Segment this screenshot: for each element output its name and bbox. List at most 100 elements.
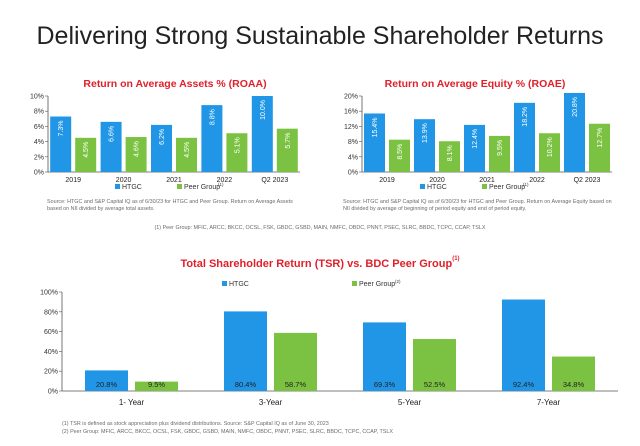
roae-data-label: 12.4%	[472, 129, 479, 149]
roaa-data-label: 7.3%	[58, 121, 65, 137]
roae-data-label: 18.2%	[522, 107, 529, 127]
roaa-legend-htgc-swatch	[115, 184, 120, 189]
roae-legend-peer-superscript: (1)	[523, 182, 529, 187]
tsr-y-tick-label: 100%	[40, 290, 58, 297]
roae-legend-peer-swatch	[482, 184, 487, 189]
roae-bar-htgc	[464, 124, 485, 172]
roaa-legend-peer-swatch	[177, 184, 182, 189]
tsr-data-label: 92.4%	[513, 380, 535, 389]
roae-bar-htgc	[564, 92, 585, 172]
tsr-y-tick-label: 60%	[44, 329, 58, 336]
tsr-data-label: 69.3%	[374, 380, 396, 389]
tsr-data-label: 58.7%	[285, 380, 307, 389]
roae-data-label: 8.5%	[397, 144, 404, 160]
tsr-bar-htgc	[224, 311, 267, 391]
roaa-y-tick-label: 4%	[34, 139, 44, 146]
roae-data-label: 20.8%	[572, 97, 579, 117]
roaa-bar-peer	[176, 137, 197, 172]
tsr-data-label: 52.5%	[424, 380, 446, 389]
roae-data-label: 10.2%	[547, 137, 554, 157]
roae-data-label: 9.5%	[497, 140, 504, 156]
roaa-y-tick-label: 6%	[34, 124, 44, 131]
roae-data-label: 13.9%	[422, 123, 429, 143]
roaa-legend-peer-label: Peer Group	[184, 184, 220, 191]
roae-y-tick-label: 12%	[344, 124, 358, 131]
tsr-bar-peer	[552, 356, 595, 391]
roae-bar-peer	[489, 135, 510, 172]
roaa-category-label: 2021	[166, 177, 182, 184]
roaa-category-label: Q2 2023	[261, 177, 288, 184]
roaa-data-label: 4.5%	[83, 142, 90, 158]
roae-data-label: 12.7%	[597, 128, 604, 148]
tsr-category-label: 1- Year	[119, 398, 145, 407]
roaa-data-label: 4.6%	[134, 141, 141, 157]
roae-y-tick-label: 0%	[348, 170, 358, 177]
tsr-bar-peer	[274, 332, 317, 391]
roaa-bar-peer	[75, 137, 97, 172]
tsr-y-tick-label: 80%	[44, 309, 58, 316]
tsr-chart-title-wrap: Total Shareholder Return (TSR) vs. BDC P…	[160, 256, 480, 270]
roae-bar-htgc	[364, 113, 385, 172]
roae-data-label: 15.4%	[372, 117, 379, 137]
tsr-category-label: 3-Year	[259, 398, 283, 407]
roaa-chart-title: Return on Average Assets % (ROAA)	[83, 78, 267, 90]
roaa-data-label: 8.8%	[209, 109, 216, 125]
tsr-data-label: 34.8%	[563, 380, 585, 389]
roae-legend-htgc-label: HTGC	[427, 184, 447, 191]
roae-bar-htgc	[514, 102, 535, 172]
tsr-bar-htgc	[502, 299, 545, 391]
roaa-data-label: 5.7%	[285, 133, 292, 149]
roae-bar-peer	[439, 141, 460, 172]
roaa-bar-htgc	[100, 121, 122, 172]
roaa-bar-htgc	[201, 105, 223, 172]
tsr-legend-peer-superscript: (2)	[395, 279, 401, 284]
roaa-source-note: Source: HTGC and S&P Capital IQ as of 6/…	[47, 199, 293, 212]
tsr-legend-htgc-swatch	[222, 281, 227, 286]
peer-group-note: (1) Peer Group: MFIC, ARCC, BKCC, OCSL, …	[154, 225, 486, 231]
tsr-y-tick-label: 40%	[44, 349, 58, 356]
roaa-data-label: 10.0%	[260, 100, 267, 120]
tsr-data-label: 80.4%	[235, 380, 257, 389]
tsr-legend-htgc-label: HTGC	[229, 281, 249, 288]
roaa-category-label: 2022	[217, 177, 233, 184]
roae-bar-peer	[589, 123, 610, 172]
tsr-bar-peer	[413, 339, 456, 391]
roae-category-label: 2022	[529, 177, 545, 184]
roae-bar-htgc	[414, 119, 435, 172]
roae-y-tick-label: 20%	[344, 94, 358, 101]
roaa-bar-htgc	[151, 124, 172, 172]
roaa-bar-htgc	[251, 96, 273, 172]
roae-bar-peer	[389, 139, 410, 172]
footnote-2: (2) Peer Group: MFIC, ARCC, BKCC, OCSL, …	[62, 429, 393, 435]
tsr-bar-peer	[135, 381, 178, 391]
footnote-1: (1) TSR is defined as stock appreciation…	[62, 421, 329, 427]
roaa-data-label: 6.6%	[109, 126, 116, 142]
roae-source-note: Source: HTGC and S&P Capital IQ as of 6/…	[343, 199, 612, 212]
tsr-title-superscript: (1)	[452, 256, 460, 263]
roae-y-tick-label: 8%	[348, 139, 358, 146]
roae-y-tick-label: 16%	[344, 109, 358, 116]
roaa-bar-peer	[226, 133, 248, 172]
roae-bar-peer	[539, 133, 560, 172]
roae-chart-title: Return on Average Equity % (ROAE)	[384, 78, 566, 90]
tsr-y-tick-label: 0%	[48, 389, 58, 396]
roaa-bar-htgc	[50, 116, 72, 172]
roaa-data-label: 6.2%	[159, 129, 166, 145]
tsr-legend-peer-swatch	[352, 281, 357, 286]
roae-legend-peer-label: Peer Group	[489, 184, 525, 191]
tsr-chart-title: Total Shareholder Return (TSR) vs. BDC P…	[180, 258, 453, 270]
tsr-data-label: 9.5%	[148, 380, 165, 389]
roaa-legend-htgc-label: HTGC	[122, 184, 142, 191]
roae-data-label: 8.1%	[447, 145, 454, 161]
page-title: Delivering Strong Sustainable Shareholde…	[36, 22, 604, 50]
roae-category-label: 2019	[379, 177, 395, 184]
tsr-legend-peer-label: Peer Group	[359, 281, 395, 288]
roaa-category-label: 2019	[65, 177, 81, 184]
roae-legend-htgc-swatch	[420, 184, 425, 189]
roaa-bar-peer	[276, 128, 298, 172]
tsr-bar-htgc	[363, 322, 406, 391]
roaa-data-label: 5.1%	[234, 137, 241, 153]
roaa-category-label: 2020	[116, 177, 132, 184]
